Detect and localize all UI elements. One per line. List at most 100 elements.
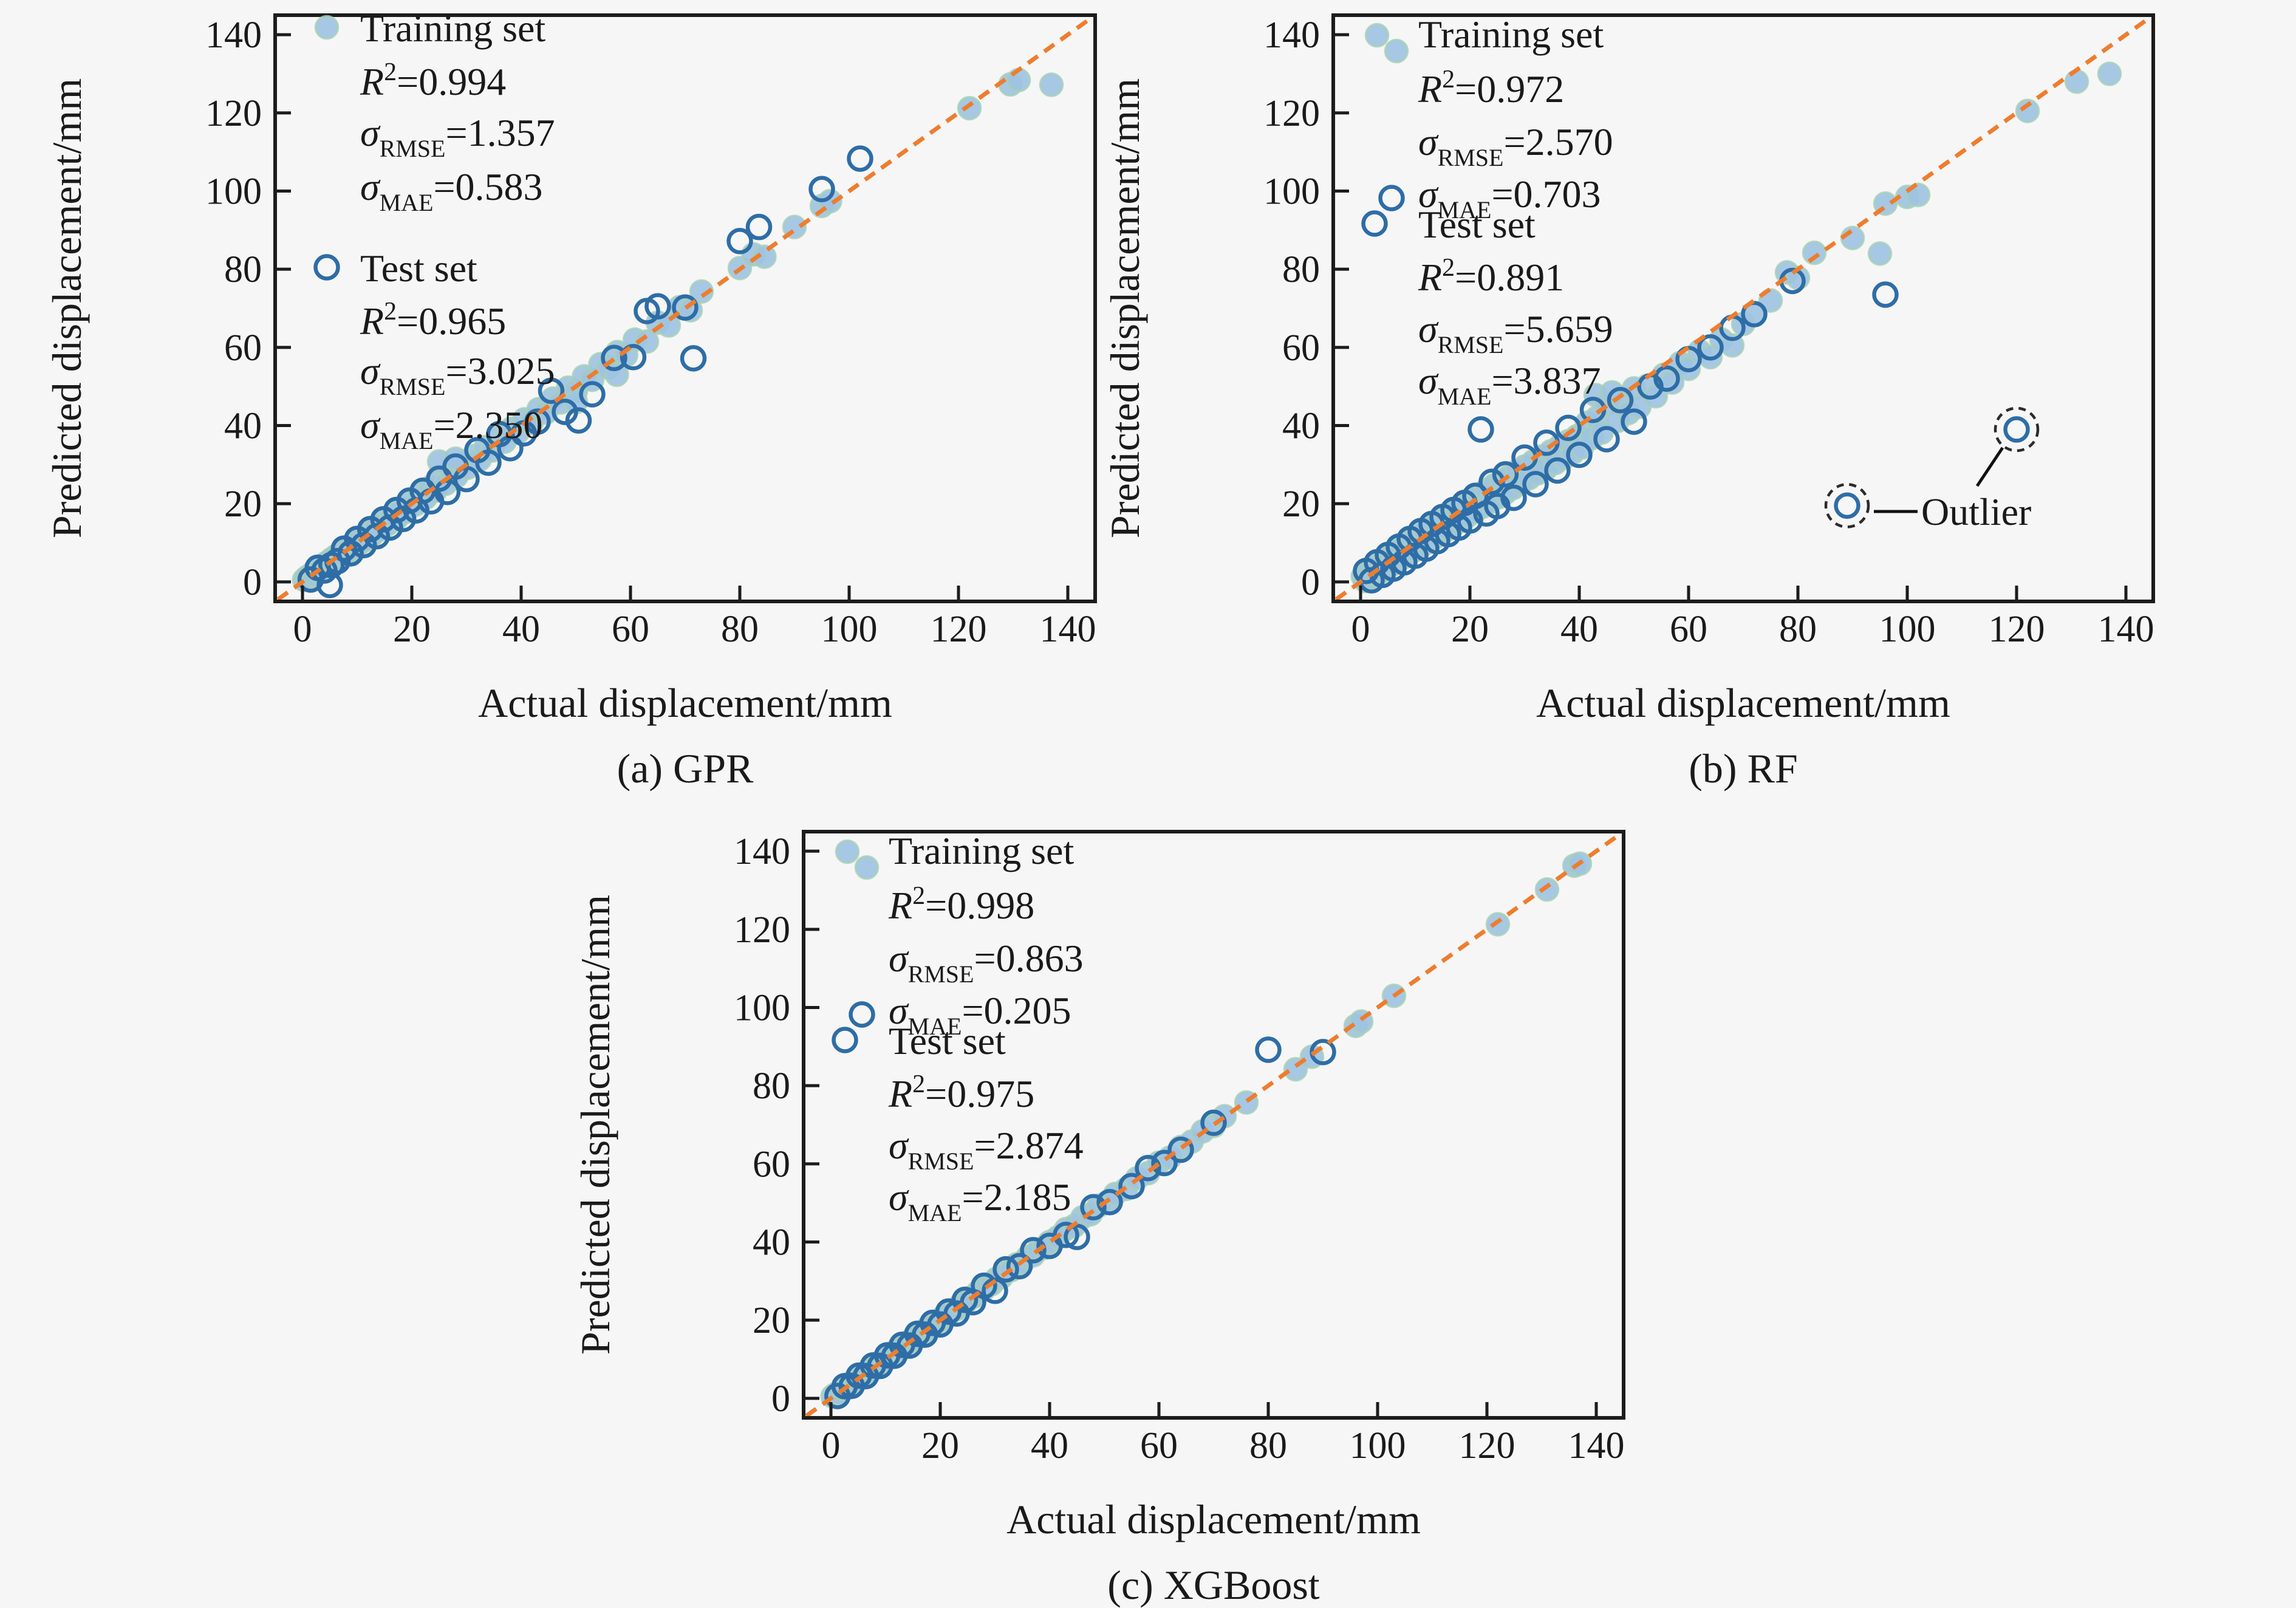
y-tick-label: 100 <box>205 171 262 213</box>
x-tick-label: 120 <box>1459 1425 1515 1466</box>
test-point <box>1500 484 1527 511</box>
train-point <box>2015 98 2040 123</box>
x-tick-label: 60 <box>1140 1425 1178 1466</box>
x-tick-label: 80 <box>1779 609 1817 650</box>
outlier-label: Outlier <box>1921 490 2031 533</box>
test-point <box>1544 457 1571 484</box>
test-r2: R2=0.965 <box>360 298 506 343</box>
y-tick-label: 120 <box>1263 93 1320 134</box>
axes-box <box>1331 13 2155 603</box>
test-point <box>849 1001 875 1028</box>
train-r2: R2=0.998 <box>888 882 1034 927</box>
test-point <box>313 254 340 281</box>
test-point <box>726 228 753 255</box>
x-tick-label: 60 <box>612 609 649 650</box>
y-tick-label: 80 <box>1282 249 1320 290</box>
x-axis-title: Actual displacement/mm <box>1536 680 1950 726</box>
scatter-panel-gpr: 0 20 40 60 80 100 120 140 0 20 40 60 80 100 120 140 Actu… <box>44 7 1097 792</box>
test-rmse: σRMSE=5.659 <box>1418 307 1613 358</box>
test-point <box>1653 365 1680 392</box>
x-tick-label: 40 <box>502 609 540 650</box>
test-point <box>316 572 343 598</box>
test-point <box>1167 1136 1194 1163</box>
y-tick-label: 20 <box>753 1300 790 1341</box>
outlier-highlight-circle <box>1994 406 2040 453</box>
train-point <box>2097 61 2122 86</box>
legend: Training set R2=0.998 σRMSE=0.863σMAE=0.20… <box>832 829 1084 1227</box>
x-tick-label: 100 <box>821 609 878 650</box>
train-point <box>1364 22 1390 48</box>
test-point <box>1522 471 1549 498</box>
y-tick-label: 0 <box>771 1378 790 1420</box>
x-tick-label: 120 <box>1989 609 2045 650</box>
test-point <box>1378 185 1405 211</box>
identity-line <box>805 832 1622 1418</box>
test-r2: R2=0.975 <box>888 1070 1034 1115</box>
test-point <box>1834 492 1860 519</box>
test-point <box>1200 1109 1227 1137</box>
test-point <box>1555 414 1582 442</box>
test-point <box>982 1278 1008 1304</box>
test-point <box>1492 461 1519 488</box>
x-tick-label: 40 <box>1560 609 1598 650</box>
test-point <box>324 547 351 575</box>
y-tick-label: 40 <box>224 406 262 447</box>
x-tick-label: 0 <box>822 1425 841 1466</box>
test-point <box>644 293 671 320</box>
y-tick-label: 0 <box>1301 562 1320 603</box>
panel-caption: (c) XGBoost <box>1107 1562 1320 1608</box>
test-mae: σMAE=2.350 <box>360 403 543 454</box>
test-point <box>1151 1149 1178 1177</box>
y-tick-label: 40 <box>753 1222 790 1264</box>
test-point <box>1607 386 1634 414</box>
test-point <box>579 381 606 408</box>
test-point <box>1872 281 1899 308</box>
test-point <box>475 449 502 476</box>
y-tick-label: 80 <box>753 1066 790 1107</box>
y-tick-label: 100 <box>734 988 790 1029</box>
legend-train-label: Training set <box>360 7 545 50</box>
x-tick-label: 60 <box>1670 609 1707 650</box>
x-tick-label: 0 <box>1351 609 1370 650</box>
test-point <box>1255 1036 1282 1063</box>
test-point <box>497 435 524 462</box>
train-point <box>835 839 860 864</box>
y-tick-label: 20 <box>224 484 262 525</box>
test-point <box>1006 1253 1033 1280</box>
train-point <box>314 15 340 40</box>
axes-box <box>273 13 1097 603</box>
test-mae: σMAE=2.185 <box>889 1175 1071 1227</box>
train-point <box>689 279 714 304</box>
train-mae: σMAE=0.205 <box>889 989 1071 1040</box>
test-point <box>1697 334 1724 361</box>
train-rmse: σRMSE=2.570 <box>1418 120 1613 171</box>
outlier-highlight-circle <box>1824 483 1870 529</box>
test-rmse: σRMSE=2.874 <box>889 1124 1084 1175</box>
x-tick-label: 20 <box>1451 609 1489 650</box>
identity-line <box>1334 15 2152 601</box>
train-point <box>854 855 880 880</box>
x-tick-label: 80 <box>721 609 759 650</box>
x-tick-label: 100 <box>1350 1425 1406 1466</box>
x-axis-title: Actual displacement/mm <box>478 680 892 726</box>
test-point <box>1566 442 1593 468</box>
test-series <box>1353 267 2030 594</box>
test-point <box>1053 1222 1079 1248</box>
test-point <box>1118 1172 1145 1200</box>
test-point <box>993 1256 1019 1283</box>
test-series <box>824 1036 1336 1409</box>
test-point <box>552 399 578 425</box>
train-point <box>1802 240 1827 265</box>
train-r2: R2=0.972 <box>1418 66 1564 111</box>
test-point <box>808 176 835 203</box>
x-tick-label: 140 <box>1040 609 1096 650</box>
x-tick-label: 140 <box>1568 1425 1625 1466</box>
test-point <box>2003 416 2030 443</box>
y-tick-label: 20 <box>1282 484 1320 525</box>
legend-train-label: Training set <box>1418 13 1604 56</box>
y-tick-label: 60 <box>1282 327 1320 369</box>
test-point <box>1593 426 1620 453</box>
train-point <box>1534 877 1560 902</box>
x-tick-label: 100 <box>1879 609 1936 650</box>
test-point <box>1135 1155 1161 1182</box>
